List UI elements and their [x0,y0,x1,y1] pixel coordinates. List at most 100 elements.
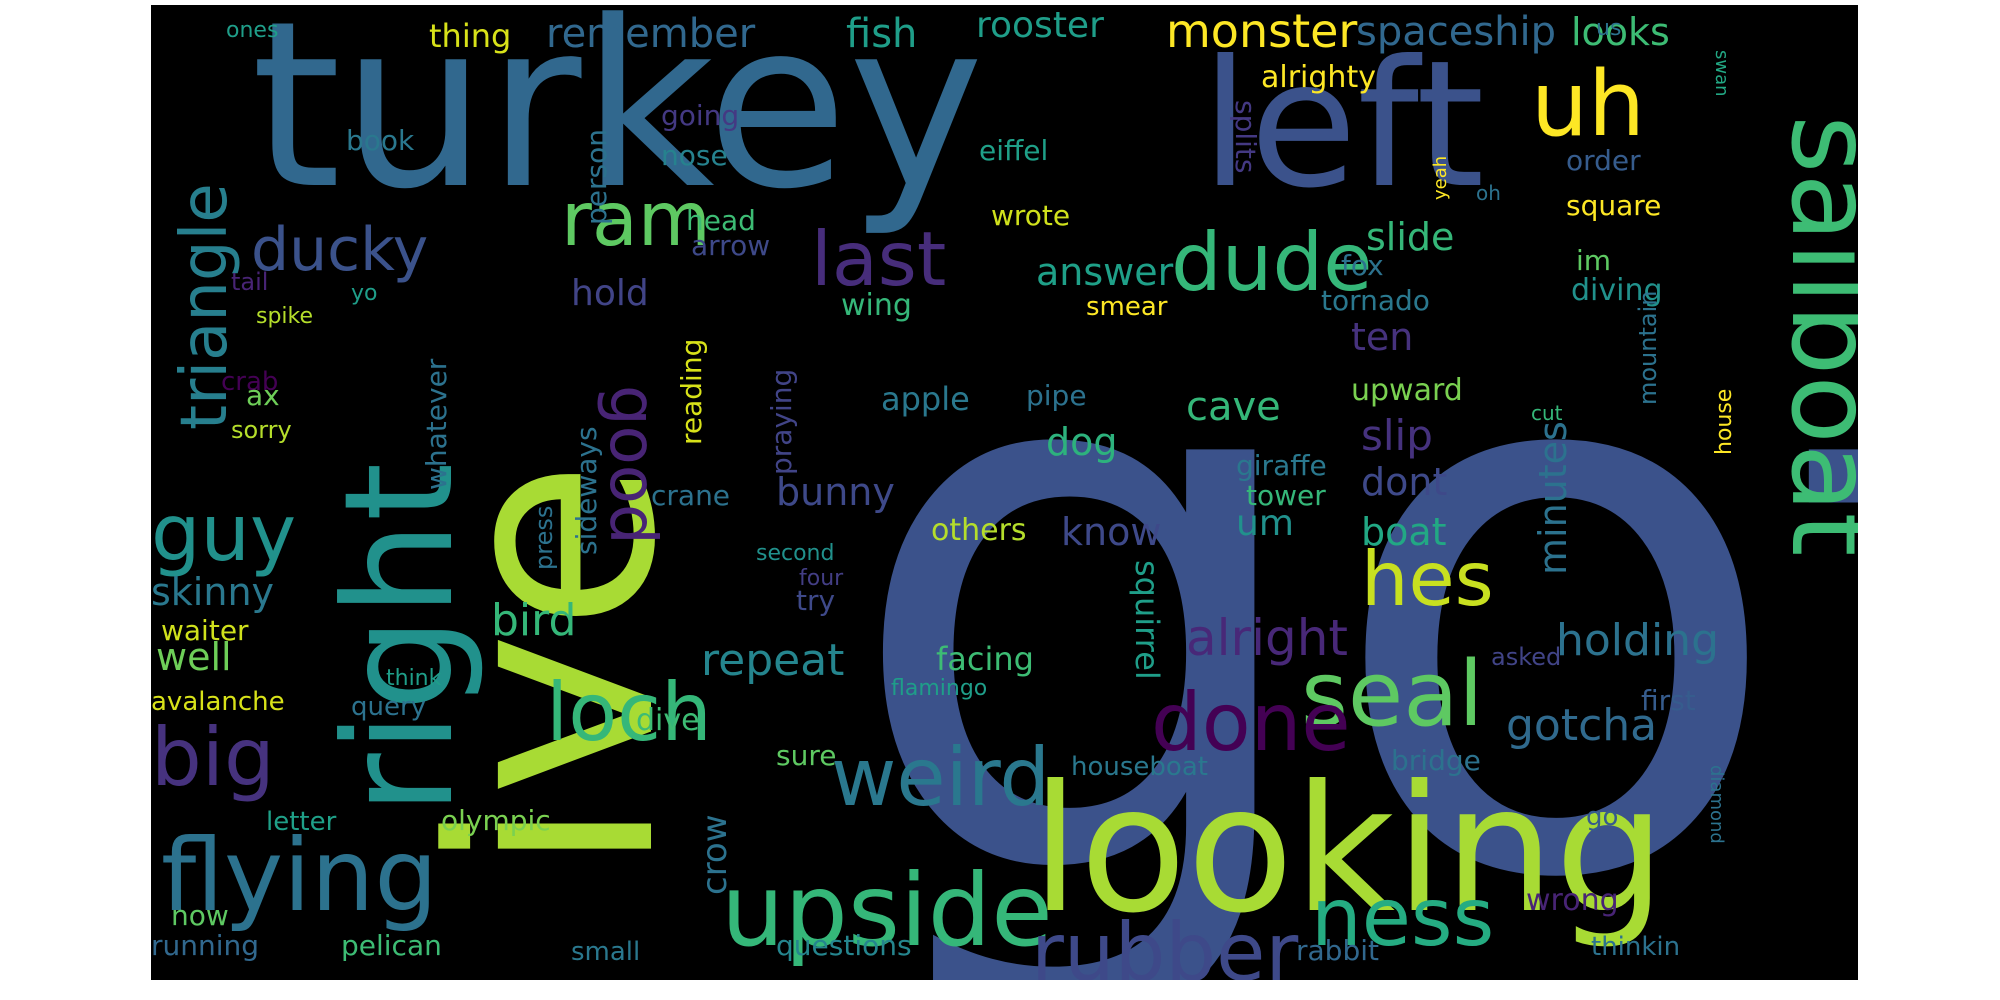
word-dive: dive [636,703,700,738]
word-right: right [313,463,487,815]
word-cut: cut [1531,401,1563,425]
word-whatever: whatever [420,358,453,490]
word-good: good [595,385,669,545]
word-square: square [1566,189,1661,222]
word-tail: tail [231,268,268,296]
word-questions: questions [776,929,912,962]
word-last: last [811,215,946,303]
word-press: press [530,506,558,570]
word-yeah: yeah [1430,156,1451,200]
word-book: book [346,124,415,157]
word-ax: ax [246,379,280,412]
word-seal: seal [1301,642,1483,747]
word-loch: loch [546,666,712,759]
word-oh: oh [1476,181,1501,205]
word-left: left [1201,24,1484,227]
word-order: order [1566,144,1641,177]
word-head: head [686,204,756,237]
word-go: go [1586,802,1618,832]
word-tower: tower [1246,479,1326,512]
word-smear: smear [1086,292,1168,322]
word-waiter: waiter [161,614,249,647]
word-arrow: arrow [691,229,770,262]
word-try: try [796,584,835,617]
word-query: query [351,692,426,722]
word-fox: fox [1341,249,1384,282]
word-guy: guy [151,489,296,579]
word-crane: crane [651,479,730,512]
word-flamingo: flamingo [891,676,987,701]
word-running: running [151,929,259,962]
word-small: small [571,937,640,967]
word-ness: ness [1311,871,1494,964]
word-sideways: sideways [570,426,603,555]
word-repeat: repeat [701,635,844,686]
word-first: first [1641,684,1696,717]
word-gotcha: gotcha [1506,700,1657,751]
word-alrighty: alrighty [1261,60,1376,95]
word-hes: hes [1361,535,1494,623]
word-pipe: pipe [1026,379,1087,412]
word-house: house [1712,389,1737,455]
word-skinny: skinny [151,570,274,614]
word-mountain: mountain [1634,291,1662,405]
word-letter: letter [266,807,337,837]
word-cloud-canvas: gotturkey ive looking right left sailboat upsi… [151,5,1858,980]
word-second: second [756,541,834,566]
word-sure: sure [776,739,836,772]
word-flying: flying [161,817,438,934]
word-bird: bird [491,595,576,646]
word-think: think [386,666,442,691]
word-tornado: tornado [1321,284,1430,317]
word-remember: remember [546,11,756,57]
word-us: us [1596,16,1621,41]
word-looks: looks [1571,10,1670,54]
word-alright: alright [1186,609,1348,667]
word-triangle: triangle [168,183,242,430]
word-spaceship: spaceship [1356,9,1556,55]
word-reading: reading [675,339,708,445]
word-swan: swan [1711,50,1732,97]
word-praying: praying [765,369,798,475]
word-ten: ten [1351,315,1413,359]
word-wrote: wrote [991,199,1070,232]
word-thinkin: thinkin [1591,932,1680,962]
word-crab: crab [221,367,278,397]
word-done: done [1151,676,1351,769]
word-boat: boat [1361,510,1447,554]
word-olympic: olympic [441,804,551,837]
word-sorry: sorry [231,416,292,444]
word-big: big [151,711,275,804]
word-upside: upside [721,852,1053,969]
word-wing: wing [841,288,912,323]
word-nose: nose [661,139,728,172]
word-looking: looking [1031,749,1666,952]
word-thing: thing [429,17,511,55]
word-turkey: turkey [251,5,984,240]
word-fish: fish [846,11,917,57]
word-slip: slip [1361,411,1433,460]
word-slide: slide [1366,215,1454,259]
word-weird: weird [831,731,1050,824]
word-crow: crow [695,814,735,895]
word-cloud: gotturkey ive looking right left sailboat upsi… [151,5,1858,980]
word-rooster: rooster [976,5,1104,46]
word-giraffe: giraffe [1236,449,1327,482]
word-eiffel: eiffel [979,134,1048,167]
word-answer: answer [1036,250,1174,294]
word-minutes: minutes [1531,421,1575,575]
word-spike: spike [256,304,313,329]
word-know: know [1061,510,1161,554]
word-now: now [171,899,229,932]
word-holding: holding [1556,615,1719,666]
word-pelican: pelican [341,929,442,962]
word-bridge: bridge [1391,744,1481,777]
word-splits: splits [1229,100,1262,174]
word-dog: dog [1046,420,1118,464]
word-well: well [156,635,232,679]
word-wrong: wrong [1526,883,1619,918]
word-going: going [661,99,739,132]
word-facing: facing [936,640,1034,678]
word-avalanche: avalanche [151,687,285,717]
word-uh: uh [1531,52,1645,157]
